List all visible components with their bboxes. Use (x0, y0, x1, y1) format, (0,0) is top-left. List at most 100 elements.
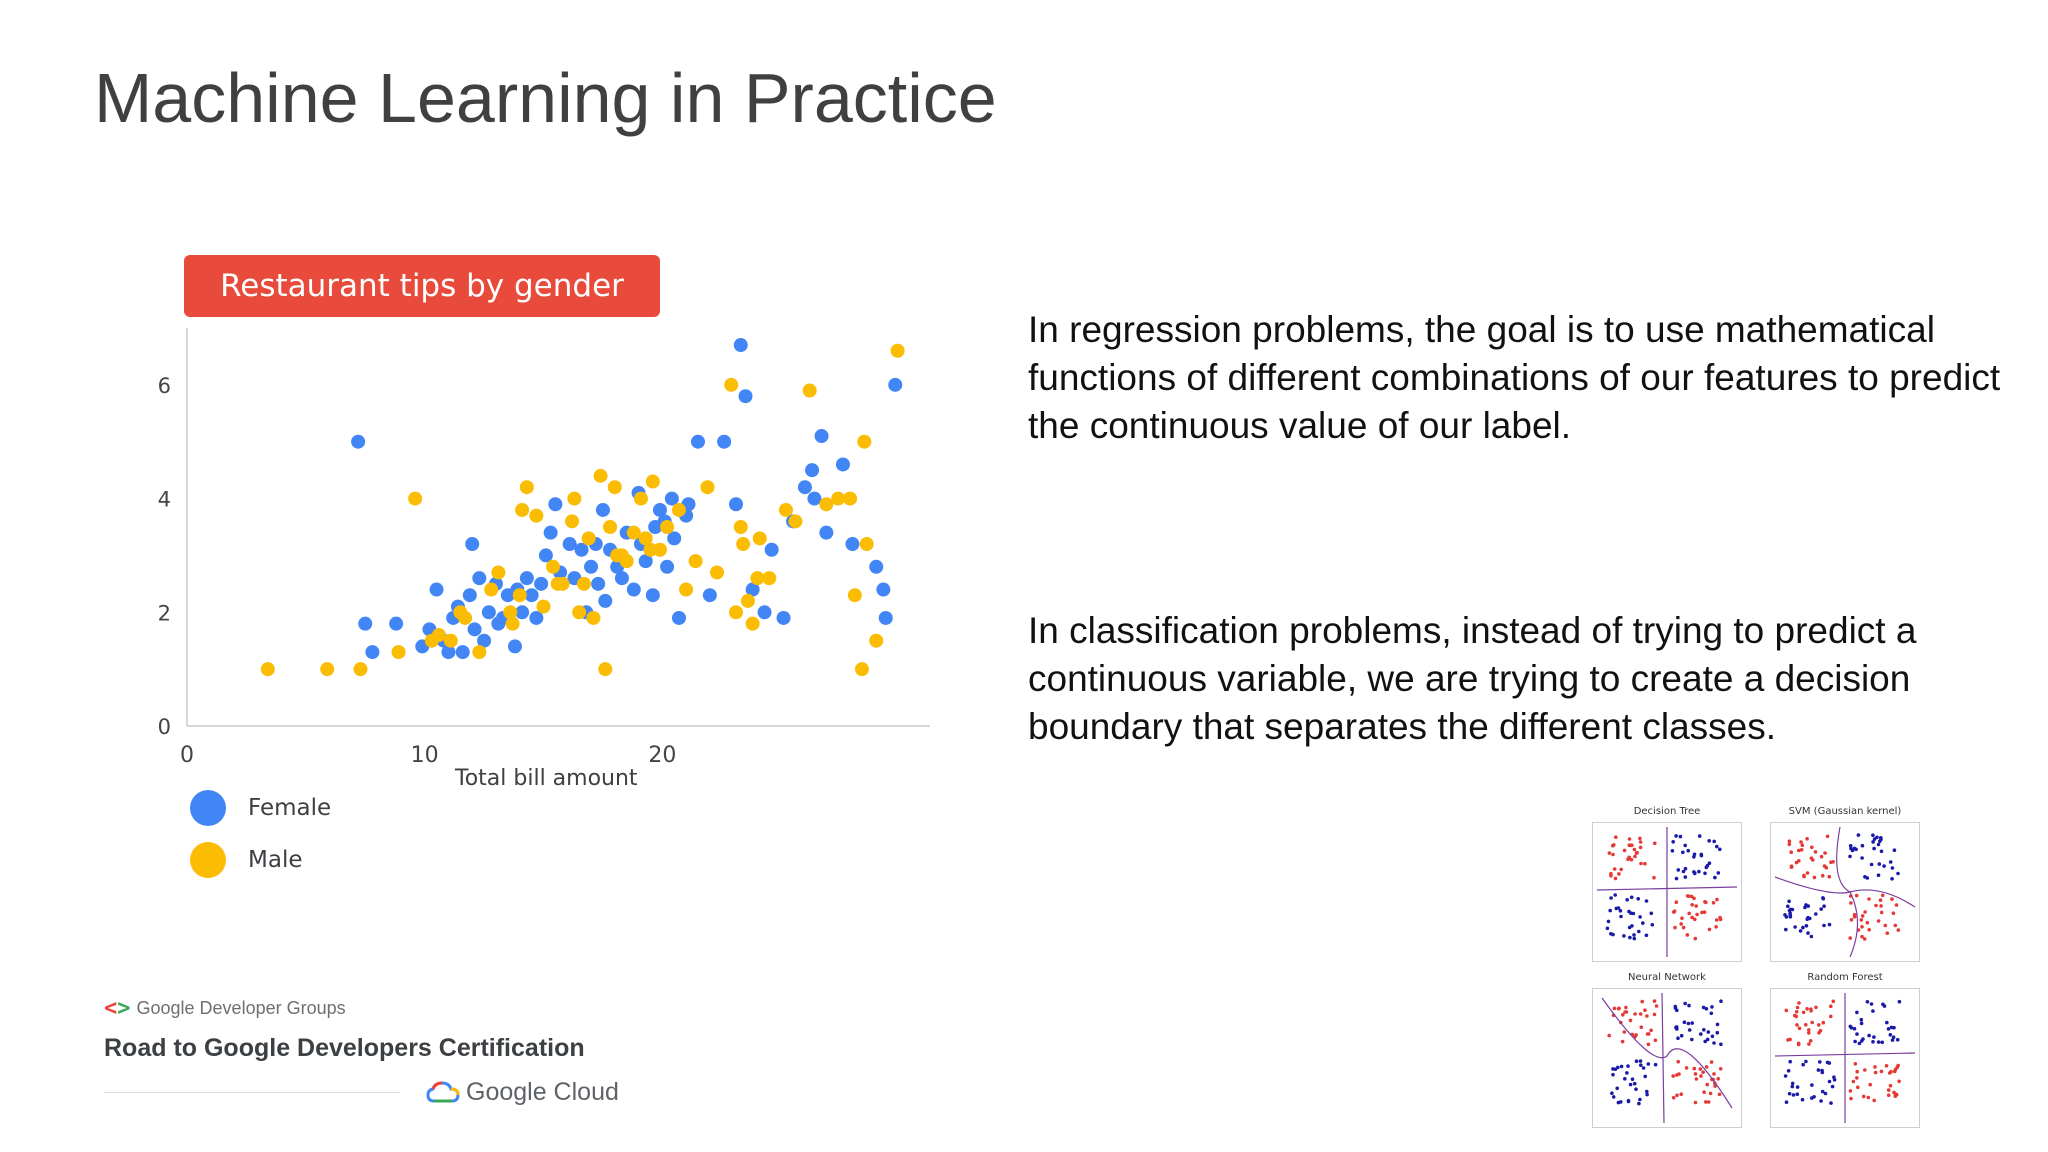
class-point (1638, 1097, 1642, 1102)
class-point (1795, 1005, 1800, 1010)
class-point (1891, 1035, 1896, 1039)
class-point (1873, 1065, 1877, 1069)
class-point (1890, 897, 1894, 901)
class-point (1854, 893, 1859, 898)
class-point (1610, 1091, 1614, 1095)
class-point (1848, 936, 1852, 940)
decision-boundary (1774, 876, 1916, 908)
class-point (1880, 893, 1885, 898)
data-point-male (733, 520, 748, 534)
class-point (1880, 1040, 1884, 1045)
class-point (1797, 848, 1801, 853)
class-point (1645, 1014, 1649, 1018)
class-point (1814, 912, 1818, 916)
class-point (1709, 1060, 1714, 1064)
class-point (1643, 1008, 1647, 1012)
class-point (1652, 999, 1657, 1003)
classifier-panel-title: Neural Network (1628, 972, 1706, 983)
class-point (1613, 893, 1617, 897)
class-point (1628, 1082, 1633, 1087)
class-point (1619, 914, 1623, 919)
class-point (1891, 911, 1896, 915)
class-point (1829, 1101, 1833, 1105)
class-point (1851, 1079, 1856, 1084)
data-point-male (843, 491, 858, 506)
class-point (1787, 842, 1792, 847)
class-point (1634, 1059, 1639, 1063)
class-point (1637, 929, 1641, 934)
class-point (1694, 904, 1698, 908)
class-point (1892, 1025, 1896, 1030)
data-point-female (574, 542, 589, 557)
x-axis-title: Total bill amount (455, 766, 638, 791)
class-point (1823, 851, 1827, 855)
class-point (1647, 1032, 1651, 1036)
class-point (1872, 837, 1877, 841)
data-point-male (472, 645, 487, 660)
class-point (1863, 875, 1867, 879)
class-point (1607, 851, 1612, 855)
class-point (1673, 1004, 1678, 1009)
class-point (1713, 875, 1717, 880)
class-point (1853, 1039, 1857, 1044)
data-point-male (671, 502, 686, 517)
class-point (1700, 910, 1704, 915)
class-point (1614, 906, 1619, 911)
class-point (1650, 923, 1655, 927)
class-point (1865, 1000, 1870, 1004)
class-point (1704, 900, 1708, 905)
class-point (1693, 1100, 1698, 1105)
class-point (1617, 872, 1621, 876)
class-point (1618, 909, 1623, 913)
data-point-male (512, 588, 527, 603)
class-point (1788, 913, 1792, 917)
class-point (1699, 1074, 1703, 1078)
class-point (1638, 836, 1642, 841)
class-point (1714, 925, 1718, 929)
class-point (1705, 863, 1710, 868)
plot-frame (1770, 822, 1920, 962)
class-point (1869, 862, 1874, 867)
class-point (1822, 904, 1826, 908)
class-point (1871, 1040, 1875, 1044)
class-point (1872, 1098, 1876, 1103)
data-point-male (572, 605, 587, 620)
data-point-female (671, 610, 686, 625)
data-point-female (869, 559, 884, 574)
regression-paragraph: In regression problems, the goal is to u… (1028, 309, 2001, 446)
class-point (1685, 933, 1690, 937)
class-point (1693, 917, 1697, 922)
google-cloud-label: Google Cloud (466, 1078, 619, 1106)
data-point-male (679, 582, 694, 597)
class-point (1813, 850, 1818, 854)
class-point (1871, 1009, 1875, 1013)
gdg-logo-icon: <> (104, 996, 131, 1021)
class-point (1674, 876, 1679, 881)
class-point (1831, 999, 1836, 1004)
class-point (1787, 1091, 1792, 1096)
class-point (1703, 871, 1707, 876)
class-point (1605, 926, 1610, 931)
class-point (1810, 1083, 1814, 1087)
class-point (1638, 845, 1643, 850)
data-point-female (358, 616, 373, 631)
data-point-female (805, 463, 820, 478)
data-point-female (365, 645, 380, 660)
class-point (1819, 907, 1823, 911)
class-point (1681, 869, 1686, 874)
class-point (1797, 1026, 1802, 1031)
class-point (1629, 857, 1634, 862)
class-point (1641, 921, 1645, 925)
class-point (1622, 934, 1626, 938)
gdg-groups-label: Google Developer Groups (136, 998, 346, 1018)
class-point (1829, 1014, 1833, 1019)
class-point (1641, 1066, 1646, 1070)
data-point-female (429, 582, 444, 597)
class-point (1715, 1030, 1720, 1035)
class-point (1793, 925, 1797, 929)
class-point (1672, 910, 1676, 914)
class-point (1882, 864, 1886, 868)
data-point-female (534, 576, 549, 591)
class-point (1693, 1072, 1698, 1076)
class-point (1690, 1037, 1694, 1042)
